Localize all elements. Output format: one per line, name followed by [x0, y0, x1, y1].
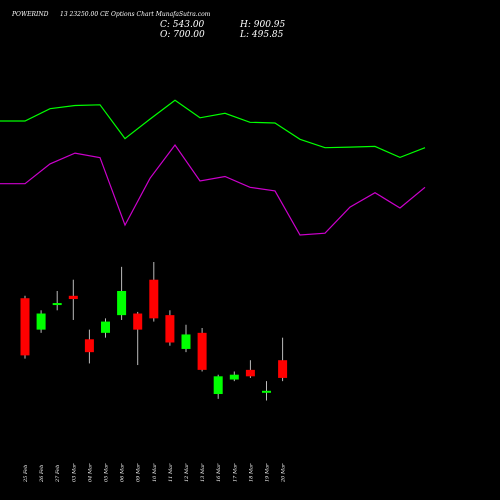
chart-symbol: POWERIND: [12, 11, 49, 18]
x-tick-label: 25 Feb: [23, 465, 29, 483]
x-tick-label: 26 Feb: [39, 465, 45, 483]
x-tick-label: 27 Feb: [55, 465, 61, 483]
candle-body: [149, 279, 159, 319]
x-tick-label: 16 Mar: [216, 463, 222, 482]
candle-body: [133, 313, 143, 330]
candle-body: [101, 321, 110, 333]
chart-subtitle: 13 23250.00 CE Options Chart MunafaSutra…: [60, 11, 211, 18]
x-tick-label: 20 Mar: [281, 463, 287, 483]
x-tick-label: 06 Mar: [120, 463, 126, 482]
series-line-2: [0, 143, 426, 236]
x-tick-label: 13 Mar: [200, 463, 206, 482]
candle-body: [245, 369, 255, 377]
candle-body: [84, 339, 94, 353]
candle-body: [20, 298, 30, 356]
x-tick-label: 17 Mar: [232, 463, 238, 482]
open-value: O: 700.00: [160, 30, 205, 40]
candle-body: [36, 313, 46, 330]
x-tick-label: 10 Mar: [152, 463, 158, 482]
candle-body: [68, 295, 78, 300]
candle-body: [229, 374, 239, 380]
x-tick-label: 12 Mar: [184, 463, 190, 482]
close-value: C: 543.00: [160, 20, 205, 30]
x-tick-label: 03 Mar: [71, 463, 77, 482]
low-value: L: 495.85: [240, 30, 284, 40]
candle-body: [197, 332, 207, 370]
x-tick-label: 04 Mar: [87, 463, 93, 482]
candle-body: [278, 360, 288, 378]
candle-body: [262, 390, 271, 393]
candle-body: [52, 303, 62, 306]
candle-body: [213, 376, 223, 395]
x-tick-label: 11 Mar: [168, 463, 174, 482]
candle-body: [181, 334, 191, 349]
x-tick-label: 09 Mar: [136, 463, 142, 482]
candle-body: [165, 315, 175, 343]
high-value: H: 900.95: [240, 20, 286, 30]
x-tick-label: 19 Mar: [265, 463, 271, 482]
x-tick-label: 18 Mar: [248, 463, 254, 482]
x-tick-label: 05 Mar: [104, 463, 110, 482]
series-line-1: [0, 99, 426, 159]
candle-body: [117, 290, 127, 316]
